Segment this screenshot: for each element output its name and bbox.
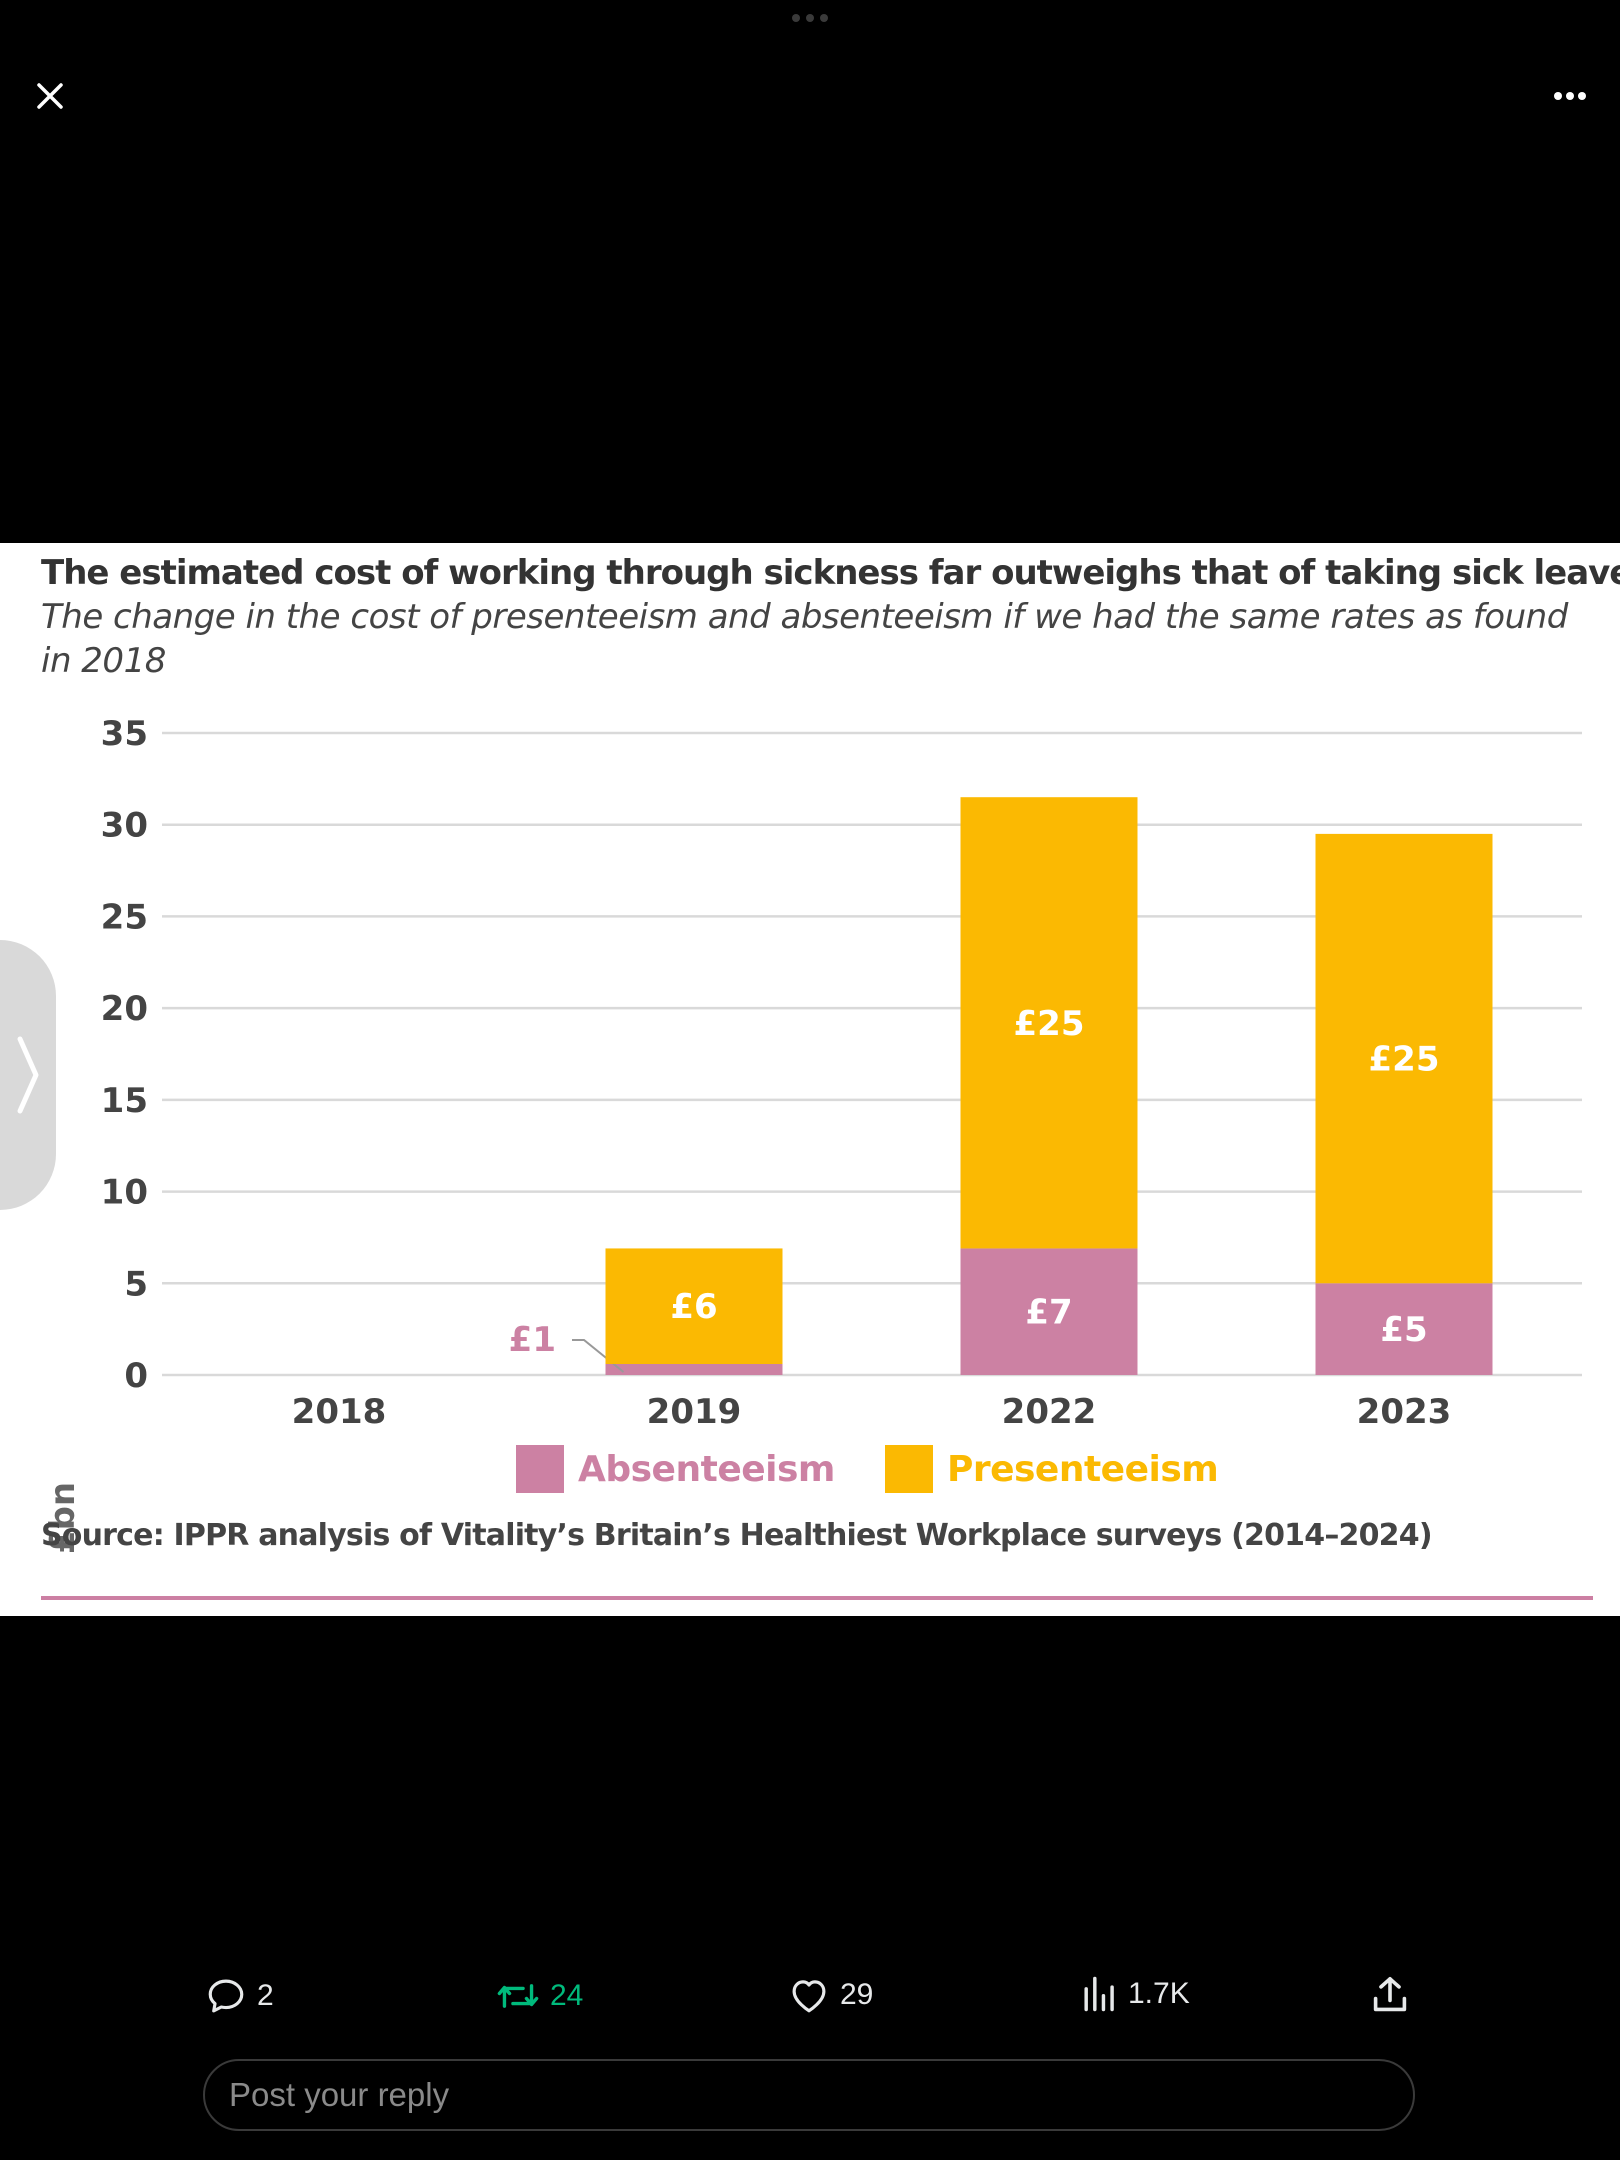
y-tick-label: 30 [101, 806, 148, 846]
data-label: £25 [1369, 1040, 1440, 1080]
share-icon [1373, 1977, 1407, 2012]
like-button[interactable]: 29 [788, 1975, 873, 2015]
bar-presenteeism-2023 [1315, 833, 1493, 1284]
legend-swatch [516, 1445, 564, 1493]
chevron-right-icon [17, 1036, 39, 1114]
more-options-button[interactable] [1540, 66, 1600, 126]
bar-presenteeism-2019 [605, 1248, 783, 1364]
y-tick-label: 15 [101, 1081, 148, 1121]
bar-chart: 0 5 10 15 20 25 30 35 £bn 2018 £1 £6 2019 £7 £25 2022 £5… [43, 714, 1582, 1554]
retweet-count: 24 [550, 1979, 584, 2012]
bar-absenteeism-2019 [605, 1363, 783, 1375]
close-icon [37, 83, 63, 109]
sheet-grabber[interactable] [792, 14, 828, 22]
chart-subtitle: The change in the cost of presenteeism a… [41, 597, 1568, 681]
more-horizontal-icon [1554, 92, 1586, 100]
views-count: 1.7K [1128, 1977, 1190, 2010]
y-tick-label: 20 [101, 989, 148, 1029]
legend-item-presenteeism: Presenteeism [884, 1445, 1219, 1493]
like-count: 29 [840, 1978, 874, 2011]
chart-image[interactable]: 0 5 10 15 20 25 30 35 £bn 2018 £1 £6 2019 £7 £25 2022 £5… [0, 543, 1620, 1616]
reply-icon [208, 1979, 244, 2013]
x-tick-label: 2019 [647, 1392, 742, 1432]
reply-placeholder: Post your reply [229, 2076, 450, 2113]
data-label: £6 [670, 1287, 717, 1327]
reply-button[interactable]: 2 [205, 1975, 274, 2017]
views-button[interactable]: 1.7K [1082, 1975, 1190, 2013]
data-label: £25 [1014, 1004, 1085, 1044]
data-label: £5 [1380, 1310, 1427, 1350]
reply-input[interactable]: Post your reply [203, 2059, 1415, 2131]
y-tick-label: 10 [101, 1173, 148, 1213]
share-button[interactable] [1372, 1975, 1408, 2015]
legend-label: Presenteeism [946, 1448, 1219, 1490]
legend-swatch [884, 1445, 933, 1493]
bar-presenteeism-2022 [960, 797, 1138, 1249]
legend-item-absenteeism: Absenteeism [516, 1445, 835, 1493]
y-tick-label: 5 [124, 1264, 148, 1304]
retweet-button[interactable]: 24 [496, 1975, 583, 2017]
y-tick-label: 0 [124, 1356, 148, 1396]
x-tick-label: 2018 [292, 1392, 387, 1432]
close-button[interactable] [20, 66, 80, 126]
x-tick-label: 2022 [1002, 1392, 1097, 1432]
y-tick-label: 35 [101, 714, 148, 754]
chart-legend: Absenteeism Presenteeism [516, 1445, 1268, 1493]
chart-source: Source: IPPR analysis of Vitality’s Brit… [41, 1518, 1433, 1553]
chart-title: The estimated cost of working through si… [41, 553, 1620, 593]
divider-rule [41, 1596, 1593, 1600]
y-tick-label: 25 [101, 897, 148, 937]
retweet-icon [497, 1984, 539, 2008]
side-panel-handle[interactable] [0, 940, 56, 1210]
bar-absenteeism-2023 [1315, 1283, 1493, 1375]
bar-absenteeism-2022 [960, 1248, 1138, 1375]
legend-label: Absenteeism [578, 1448, 835, 1490]
reply-count: 2 [257, 1979, 274, 2012]
post-action-bar: 2 24 29 1.7K [0, 1975, 1620, 2025]
x-tick-label: 2023 [1357, 1392, 1452, 1432]
y-axis-title: £bn [43, 1482, 83, 1554]
views-chart-icon [1084, 1976, 1114, 2012]
data-label-callout: £1 [509, 1320, 556, 1360]
heart-icon [792, 1980, 826, 2013]
data-label: £7 [1025, 1293, 1072, 1333]
